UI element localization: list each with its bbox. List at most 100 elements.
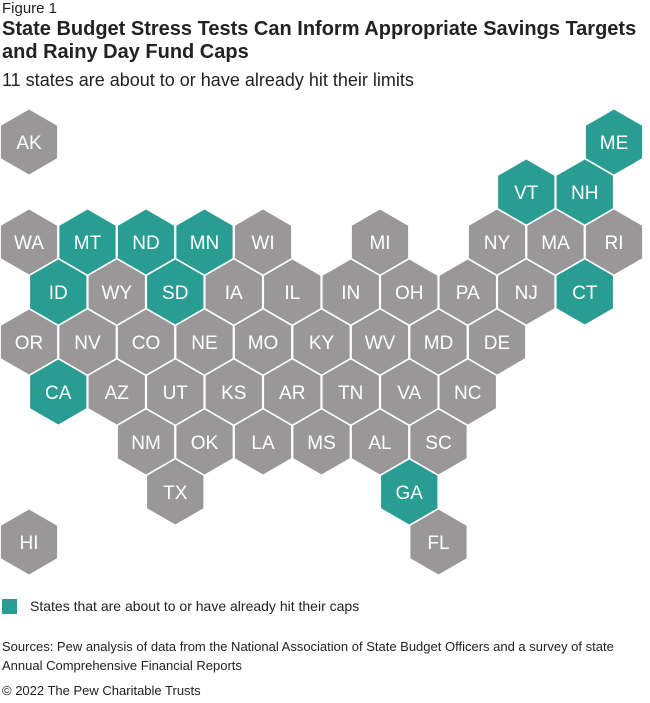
hex-shape: [59, 209, 116, 275]
state-hex-nj: NJ: [498, 259, 555, 325]
state-hex-ca: CA: [30, 359, 87, 425]
hex-shape: [30, 359, 87, 425]
hex-shape: [0, 209, 58, 275]
state-label: CA: [45, 383, 72, 404]
state-hex-pa: PA: [439, 259, 496, 325]
hex-shape: [147, 259, 204, 325]
state-label: MT: [74, 233, 102, 254]
state-hex-ia: IA: [205, 259, 262, 325]
state-label: LA: [251, 433, 275, 454]
state-label: SC: [425, 433, 451, 454]
state-label: IL: [284, 283, 300, 304]
legend-label: States that are about to or have already…: [30, 598, 360, 614]
hex-shape: [556, 259, 613, 325]
state-hex-tx: TX: [147, 459, 204, 525]
hex-shape: [351, 409, 409, 475]
state-label: CT: [572, 283, 598, 304]
hex-shape: [88, 259, 145, 325]
state-hex-nm: NM: [117, 409, 175, 475]
state-hex-md: MD: [410, 309, 467, 375]
state-hex-vt: VT: [498, 159, 555, 225]
state-label: KY: [309, 333, 335, 354]
state-hex-wy: WY: [88, 259, 145, 325]
hex-shape: [0, 309, 58, 375]
state-label: IA: [225, 283, 243, 304]
hex-shape: [439, 259, 496, 325]
state-label: ID: [49, 283, 68, 304]
state-hex-tn: TN: [322, 359, 379, 425]
hex-shape: [205, 359, 262, 425]
state-hex-ma: MA: [527, 209, 584, 275]
state-label: PA: [456, 283, 480, 304]
hex-shape: [527, 209, 584, 275]
hex-shape: [234, 309, 292, 375]
hex-shape: [117, 209, 175, 275]
hex-shape: [0, 509, 58, 575]
state-label: GA: [396, 483, 424, 504]
state-hex-ok: OK: [176, 409, 233, 475]
hex-shape: [381, 259, 438, 325]
state-hex-ga: GA: [381, 459, 438, 525]
hex-shape: [410, 309, 467, 375]
state-label: MI: [369, 233, 390, 254]
state-hex-me: ME: [585, 109, 643, 175]
hex-shape: [88, 359, 145, 425]
state-label: NJ: [515, 283, 538, 304]
state-hex-or: OR: [0, 309, 58, 375]
hex-shape: [498, 159, 555, 225]
hex-shape: [30, 259, 87, 325]
legend-swatch: [2, 598, 17, 614]
state-hex-nd: ND: [117, 209, 175, 275]
hex-shape: [322, 259, 379, 325]
state-label: DE: [484, 333, 510, 354]
hex-shape: [468, 309, 526, 375]
state-hex-in: IN: [322, 259, 379, 325]
state-label: NM: [131, 433, 161, 454]
state-hex-ct: CT: [556, 259, 613, 325]
hex-shape: [468, 209, 526, 275]
chart-subtitle: 11 states are about to or have already h…: [2, 70, 414, 90]
state-label: KS: [221, 383, 246, 404]
state-hex-ne: NE: [176, 309, 233, 375]
state-hex-mn: MN: [176, 209, 233, 275]
state-label: OR: [15, 333, 44, 354]
state-label: SD: [162, 283, 188, 304]
state-hex-hi: HI: [0, 509, 58, 575]
state-label: WA: [14, 233, 44, 254]
state-hex-de: DE: [468, 309, 526, 375]
state-label: VT: [514, 183, 539, 204]
state-label: MA: [541, 233, 570, 254]
hex-shape: [293, 309, 350, 375]
state-hex-oh: OH: [381, 259, 438, 325]
state-hex-il: IL: [264, 259, 321, 325]
hex-shape: [117, 309, 175, 375]
state-hex-mi: MI: [351, 209, 409, 275]
hex-shape: [351, 309, 409, 375]
state-label: UT: [163, 383, 189, 404]
state-hex-mt: MT: [59, 209, 116, 275]
sources-note: Sources: Pew analysis of data from the N…: [2, 639, 614, 673]
hex-shape: [585, 209, 643, 275]
hex-shape: [498, 259, 555, 325]
hex-shape: [147, 459, 204, 525]
state-hex-ny: NY: [468, 209, 526, 275]
hex-map: AK ME VT NH WA MT ND MN WI MI NY MA RI ID WY SD IA IL IN OH…: [0, 109, 643, 575]
state-label: ND: [132, 233, 159, 254]
hex-shape: [381, 359, 438, 425]
state-label: NV: [74, 333, 101, 354]
state-label: CO: [132, 333, 161, 354]
state-hex-ky: KY: [293, 309, 350, 375]
hex-shape: [264, 259, 321, 325]
state-hex-wa: WA: [0, 209, 58, 275]
state-label: NY: [484, 233, 511, 254]
state-label: OK: [191, 433, 219, 454]
state-hex-va: VA: [381, 359, 438, 425]
hex-shape: [264, 359, 321, 425]
state-hex-la: LA: [234, 409, 292, 475]
state-label: OH: [395, 283, 424, 304]
hex-shape: [59, 309, 116, 375]
hex-shape: [293, 409, 350, 475]
state-hex-wi: WI: [234, 209, 292, 275]
hex-shape: [322, 359, 379, 425]
state-label: MO: [248, 333, 279, 354]
